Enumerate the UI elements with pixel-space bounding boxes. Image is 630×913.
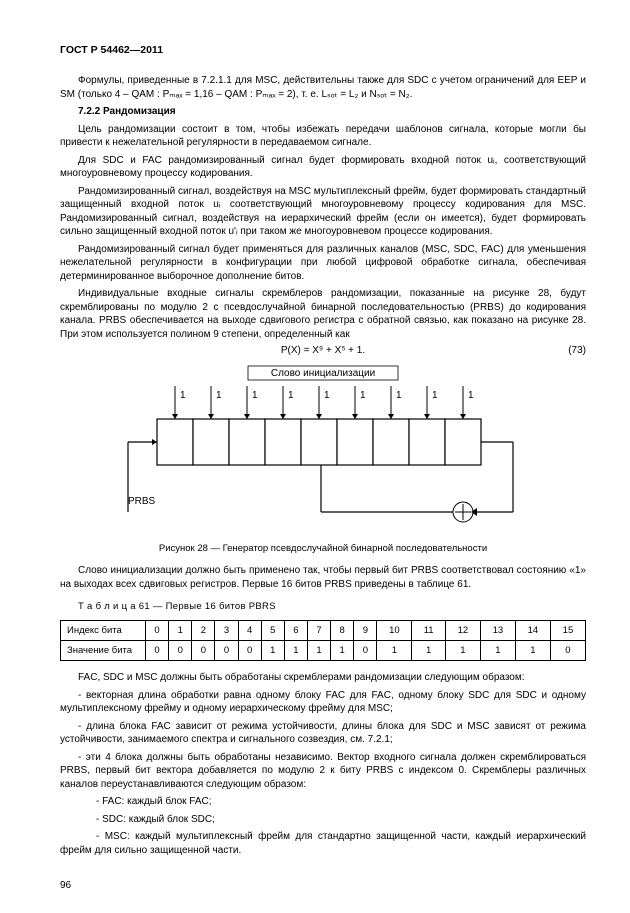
svg-text:1: 1 <box>288 390 294 401</box>
table-61: Индекс бита 0 1 2 3 4 5 6 7 8 9 10 11 12… <box>60 620 586 661</box>
equation-number: (73) <box>568 345 586 356</box>
row-label-index: Индекс бита <box>61 621 146 641</box>
subhead-7-2-2: 7.2.2 Рандомизация <box>60 105 586 119</box>
svg-text:1: 1 <box>180 390 186 401</box>
prbs-label: PRBS <box>128 496 156 507</box>
list-item-4: - FAC: каждый блок FAC; <box>60 795 586 809</box>
page-number: 96 <box>60 880 71 891</box>
table-row: Значение бита 0 0 0 0 0 1 1 1 1 0 1 1 1 … <box>61 641 586 661</box>
para-init-word: Слово инициализации должно быть применен… <box>60 564 586 591</box>
para-formulas: Формулы, приведенные в 7.2.1.1 для MSC, … <box>60 74 586 101</box>
svg-text:1: 1 <box>468 390 474 401</box>
table-61-caption: Т а б л и ц а 61 — Первые 16 битов PBRS <box>60 601 586 612</box>
page: ГОСТ Р 54462—2011 Формулы, приведенные в… <box>0 0 630 913</box>
figure-28: Слово инициализации 1 1 1 1 1 1 1 1 1 <box>60 364 586 537</box>
list-item-1: - векторная длина обработки равна одному… <box>60 689 586 716</box>
svg-text:1: 1 <box>216 390 222 401</box>
svg-text:1: 1 <box>360 390 366 401</box>
table-row: Индекс бита 0 1 2 3 4 5 6 7 8 9 10 11 12… <box>61 621 586 641</box>
svg-text:1: 1 <box>396 390 402 401</box>
init-label: Слово инициализации <box>271 368 375 379</box>
equation-text: P(X) = X⁹ + X⁵ + 1. <box>281 345 365 356</box>
para-sdc-fac: Для SDC и FAC рандомизированный сигнал б… <box>60 154 586 181</box>
list-item-5: - SDC: каждый блок SDC; <box>60 813 586 827</box>
para-channels: Рандомизированный сигнал будет применять… <box>60 243 586 284</box>
svg-text:1: 1 <box>432 390 438 401</box>
para-individual: Индивидуальные входные сигналы скремблер… <box>60 287 586 341</box>
prbs-diagram: Слово инициализации 1 1 1 1 1 1 1 1 1 <box>83 364 563 534</box>
svg-text:1: 1 <box>324 390 330 401</box>
equation-73: P(X) = X⁹ + X⁵ + 1. (73) <box>60 345 586 356</box>
para-processing: FAC, SDC и MSC должны быть обработаны ск… <box>60 671 586 685</box>
list-item-2: - длина блока FAC зависит от режима усто… <box>60 720 586 747</box>
list-item-6: - MSC: каждый мультиплексный фрейм для с… <box>60 830 586 857</box>
para-goal: Цель рандомизации состоит в том, чтобы и… <box>60 123 586 150</box>
figure-28-caption: Рисунок 28 — Генератор псевдослучайной б… <box>60 543 586 554</box>
svg-text:1: 1 <box>252 390 258 401</box>
para-msc: Рандомизированный сигнал, воздействуя на… <box>60 185 586 239</box>
list-item-3: - эти 4 блока должны быть обработаны нез… <box>60 751 586 792</box>
doc-header: ГОСТ Р 54462—2011 <box>60 44 586 56</box>
row-label-value: Значение бита <box>61 641 146 661</box>
